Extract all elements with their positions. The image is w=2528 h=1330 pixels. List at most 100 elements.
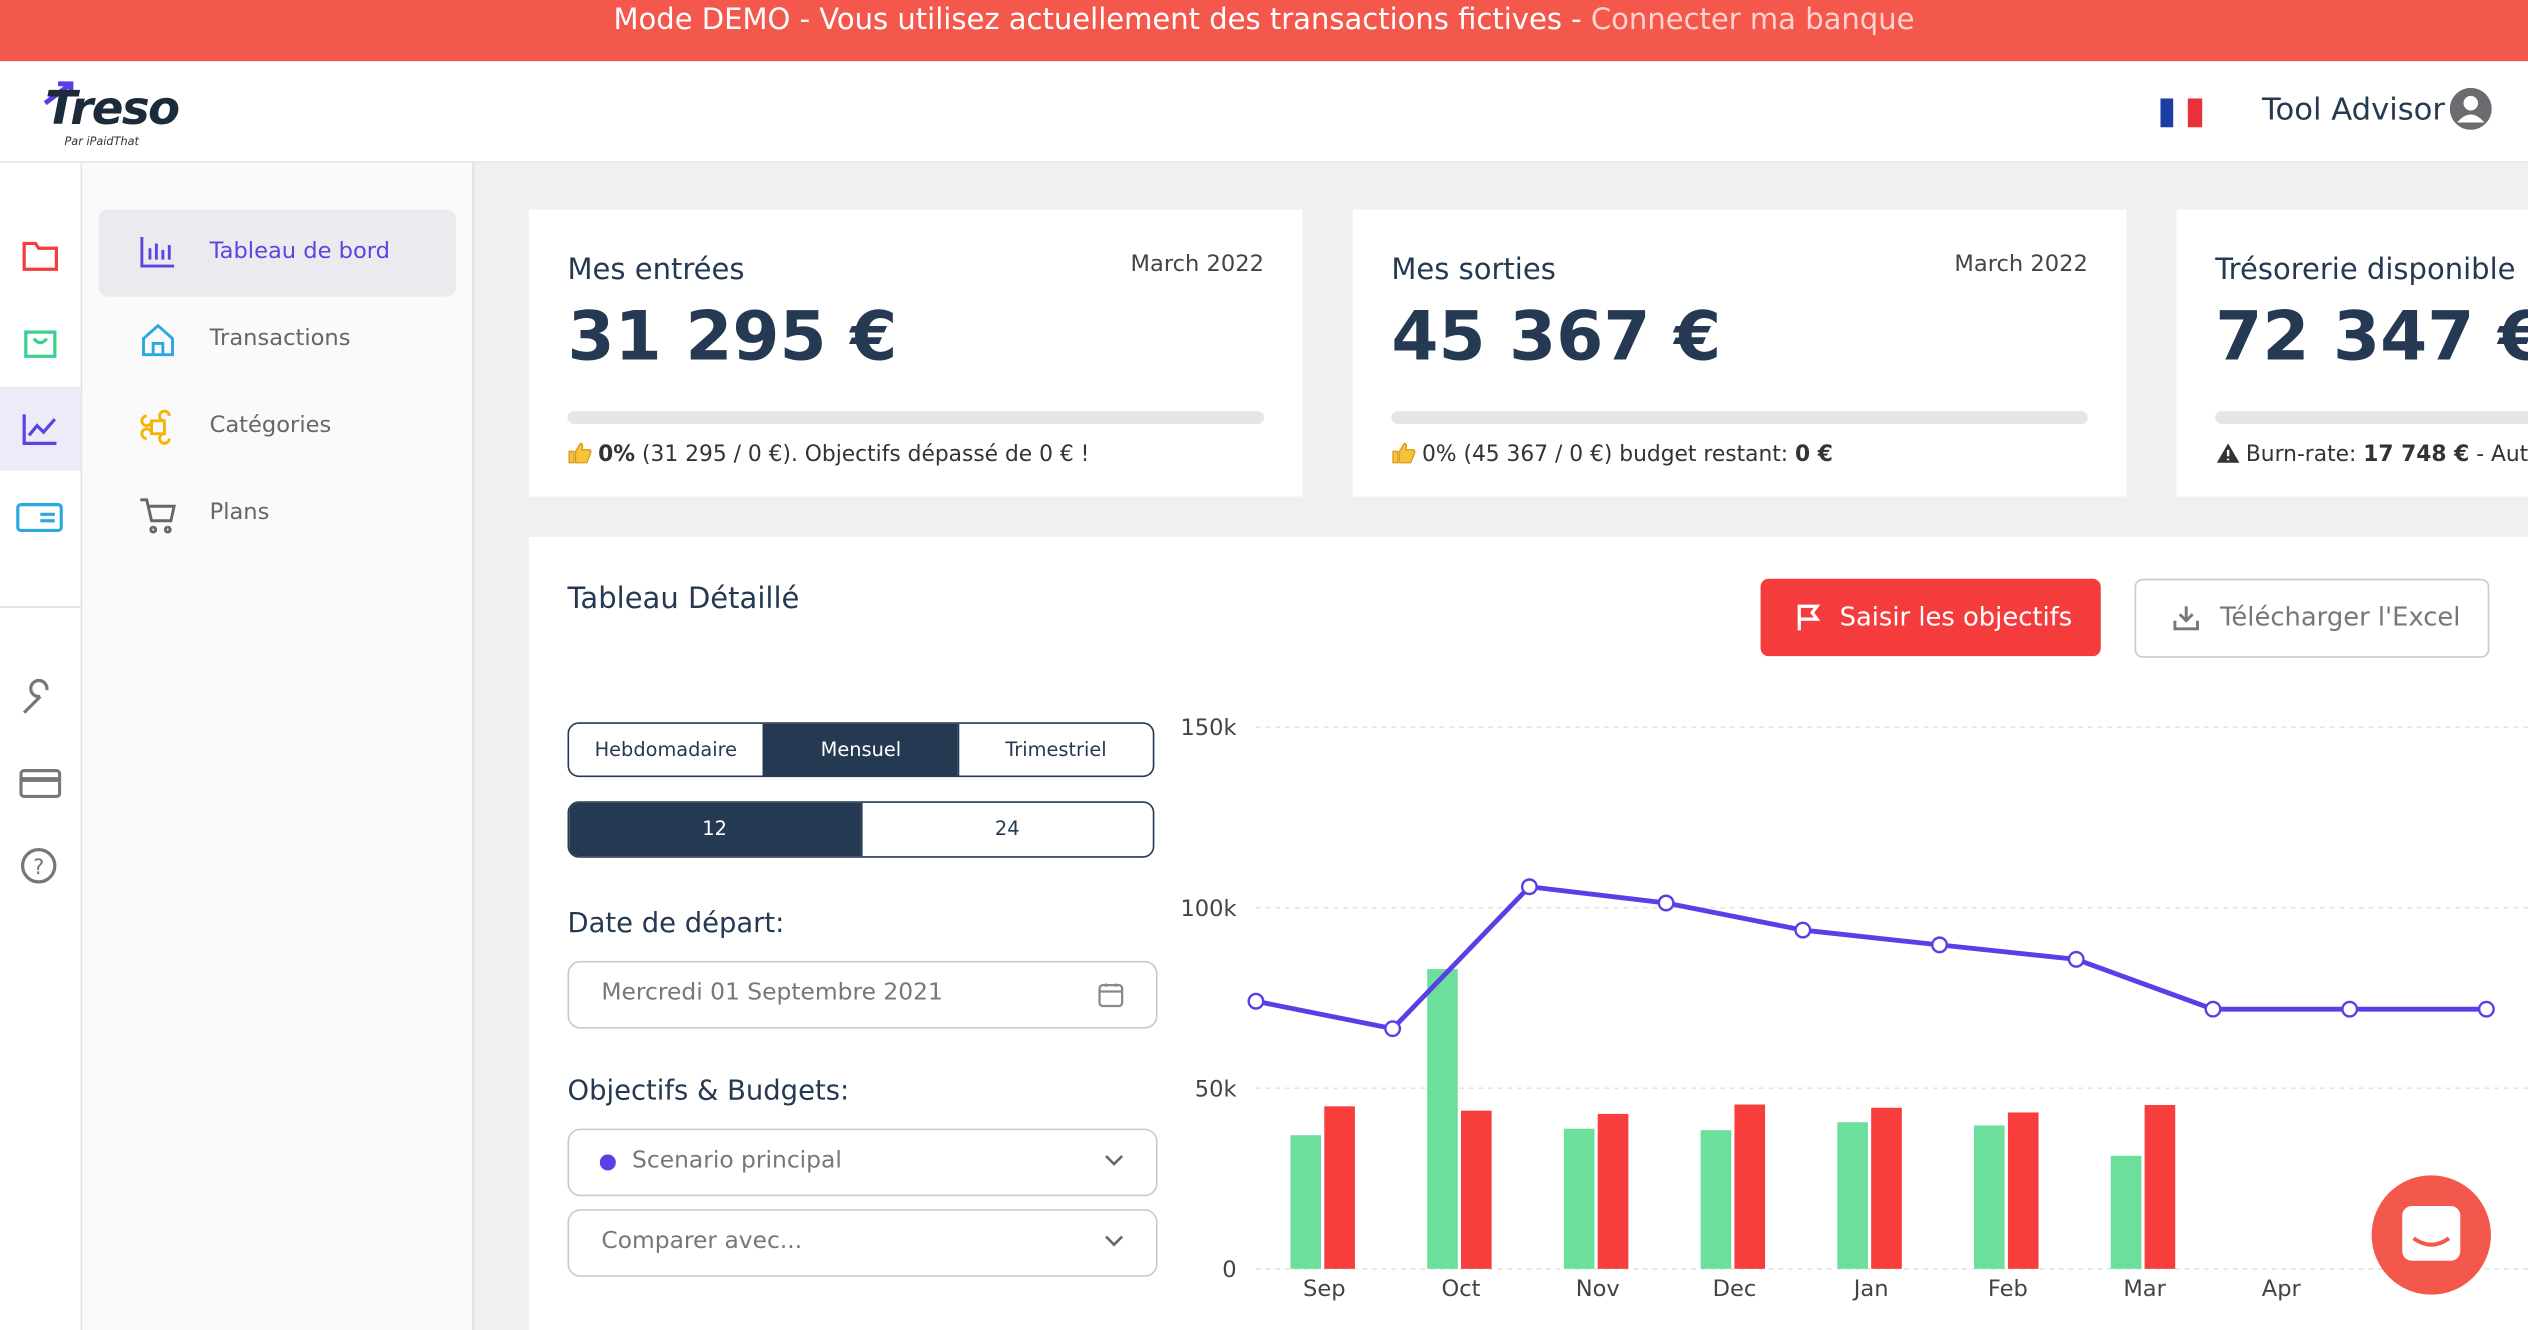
line-point: [2477, 1000, 2495, 1018]
cash-card: Trésorerie disponible 72 347 € Burn-rate: …: [2176, 209, 2528, 497]
x-tick-label: Jan: [1852, 1276, 1889, 1302]
top-header: Treso Par iPaidThat Tool Advisor: [0, 61, 2528, 163]
start-date-label: Date de départ:: [567, 907, 785, 940]
nav-label: Tableau de bord: [209, 238, 391, 265]
scenario-value: Scenario principal: [632, 1147, 842, 1174]
bag-icon[interactable]: [21, 322, 60, 361]
chat-button[interactable]: [2370, 1174, 2493, 1297]
nav-icon: [140, 409, 171, 445]
detail-title: Tableau Détaillé: [567, 582, 800, 616]
y-tick-label: 150k: [1180, 715, 1236, 741]
line-point: [2067, 950, 2085, 968]
period-option[interactable]: Hebdomadaire: [594, 738, 738, 761]
bar: [2144, 1104, 2176, 1269]
banner-text: Mode DEMO - Vous utilisez actuellement d…: [613, 3, 1582, 38]
compare-select[interactable]: Comparer avec...: [567, 1209, 1158, 1277]
user-name[interactable]: Tool Advisor: [2261, 91, 2446, 128]
x-tick-label: Feb: [1988, 1276, 2028, 1302]
demo-banner: Mode DEMO - Vous utilisez actuellement d…: [0, 0, 2528, 62]
card-note: 0% (45 367 / 0 €) budget restant: 0 €: [1391, 442, 1833, 468]
y-tick-label: 50k: [1195, 1076, 1237, 1102]
note-part: Burn-rate:: [2245, 441, 2364, 468]
start-date-value: Mercredi 01 Septembre 2021: [601, 980, 943, 1007]
nav-item[interactable]: Transactions: [98, 297, 456, 384]
y-tick-label: 0: [1222, 1257, 1236, 1283]
bar: [1597, 1113, 1629, 1269]
bar: [1563, 1128, 1595, 1269]
card-note: 0% (31 295 / 0 €). Objectifs dépassé de …: [568, 441, 1090, 468]
note-part: 0% (45 367 / 0 €) budget restant:: [1422, 441, 1796, 468]
icon-rail: ?: [0, 162, 83, 1330]
card-amount: 72 347 €: [2215, 296, 2528, 376]
progress-track: [1391, 411, 2088, 425]
bar: [2007, 1112, 2039, 1269]
user-avatar[interactable]: [2449, 87, 2493, 131]
nav-item[interactable]: Plans: [98, 471, 456, 558]
nav-icon: [142, 323, 174, 357]
wrench-icon[interactable]: [19, 678, 58, 718]
nav-label: Catégories: [209, 412, 332, 439]
x-tick-label: Apr: [2262, 1276, 2302, 1302]
line-point: [1384, 1020, 1402, 1038]
card-date: March 2022: [1954, 251, 2088, 278]
line: [1255, 884, 2487, 1032]
line-point: [2341, 1000, 2359, 1018]
line-point: [1520, 878, 1538, 896]
nav-icon: [140, 498, 176, 534]
line-point: [2204, 1000, 2222, 1018]
period-toggle: Hebdomadaire Mensuel Trimestriel: [567, 722, 1155, 778]
logo-arrow: [43, 81, 74, 106]
download-excel-button[interactable]: Télécharger l'Excel: [2134, 578, 2490, 658]
connect-bank-link[interactable]: Connecter ma banque: [1590, 3, 1915, 38]
objectives-label: Objectifs & Budgets:: [567, 1075, 850, 1108]
bar: [2110, 1155, 2142, 1269]
card-title: Trésorerie disponible: [2215, 253, 2516, 287]
nav-item[interactable]: Tableau de bord: [98, 209, 457, 297]
chart-icon[interactable]: [21, 411, 60, 446]
card-icon[interactable]: [19, 767, 62, 799]
note-part: 0%: [598, 441, 636, 468]
folder-icon[interactable]: [21, 237, 60, 272]
note-part: (31 295 / 0 €). Objectifs dépassé de 0 €…: [635, 441, 1090, 468]
x-tick-label: Sep: [1303, 1276, 1346, 1302]
line-point: [1794, 921, 1812, 939]
line-point: [1247, 992, 1265, 1010]
download-icon: [2173, 606, 2199, 631]
bar: [1974, 1125, 2005, 1269]
calendar-icon: [1098, 983, 1124, 1008]
count-option[interactable]: 24: [860, 802, 1153, 857]
money-icon[interactable]: [16, 501, 63, 533]
bar: [1461, 1110, 1492, 1269]
nav-label: Transactions: [209, 325, 351, 352]
progress-track: [567, 411, 1264, 425]
y-tick-label: 100k: [1180, 896, 1236, 922]
sidebar: Tableau de bord Transactions Catégories Pla…: [82, 162, 475, 1330]
line-point: [1931, 936, 1948, 954]
count-option[interactable]: 12: [569, 802, 861, 857]
thumbs-up-icon: [568, 442, 592, 464]
count-toggle: 12 24: [567, 801, 1155, 858]
nav-item[interactable]: Catégories: [98, 384, 456, 471]
logo-subtitle: Par iPaidThat: [64, 135, 140, 149]
logo[interactable]: Treso: [45, 80, 180, 136]
x-tick-label: Oct: [1442, 1276, 1481, 1302]
set-goals-button[interactable]: Saisir les objectifs: [1760, 578, 2101, 657]
help-icon[interactable]: ?: [19, 846, 58, 885]
warning-icon: [2216, 443, 2240, 463]
scenario-select[interactable]: Scenario principal: [567, 1128, 1158, 1197]
start-date-input[interactable]: Mercredi 01 Septembre 2021: [567, 960, 1158, 1029]
thumbs-up-icon: [1392, 442, 1416, 464]
x-tick-label: Dec: [1713, 1276, 1757, 1302]
progress-track: [2215, 411, 2528, 425]
bar: [1324, 1106, 1355, 1269]
x-tick-label: Nov: [1576, 1276, 1620, 1302]
compare-value: Comparer avec...: [601, 1228, 803, 1255]
bar: [1427, 969, 1458, 1269]
period-option[interactable]: Mensuel: [762, 723, 958, 776]
language-flag[interactable]: [2160, 98, 2203, 128]
x-tick-label: Mar: [2123, 1276, 2166, 1302]
nav-icon: [140, 237, 175, 268]
period-option[interactable]: Trimestriel: [957, 723, 1153, 776]
card-title: Mes sorties: [1391, 253, 1556, 287]
